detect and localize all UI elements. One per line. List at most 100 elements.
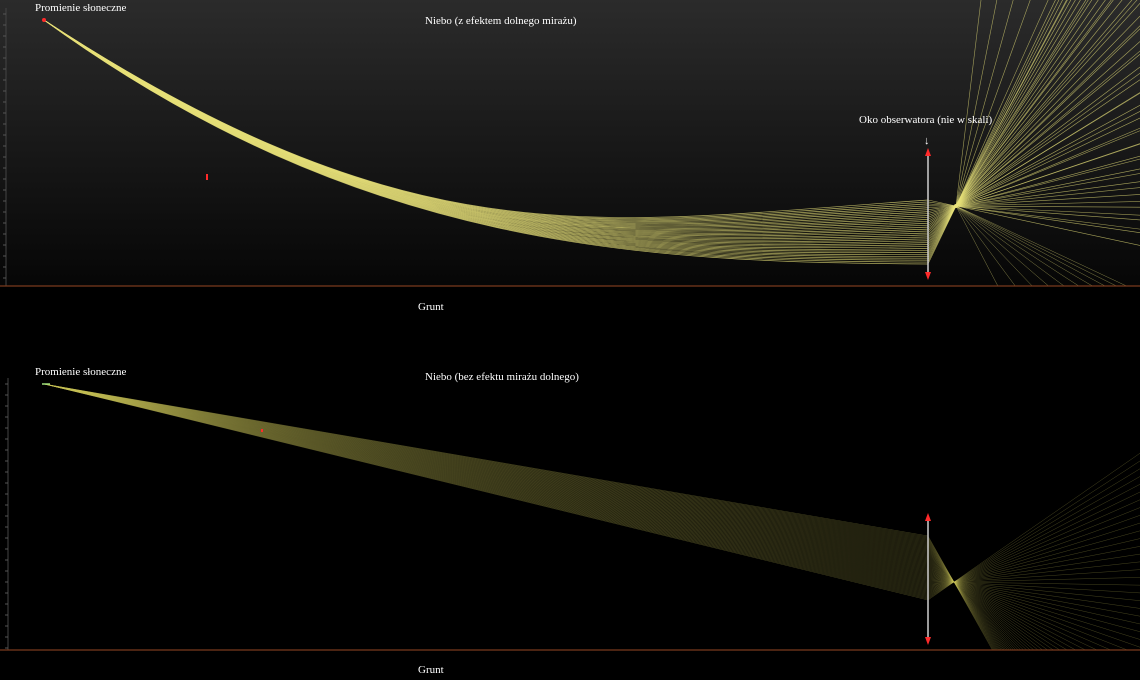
light-ray [43,383,929,550]
light-ray [955,205,1016,287]
light-ray [43,383,929,594]
light-ray [927,515,1140,592]
light-ray [43,383,929,587]
light-ray [927,476,1140,597]
light-ray [927,578,1140,609]
light-ray [43,383,929,557]
light-ray [43,383,929,578]
light-ray [43,383,929,554]
light-ray [927,559,1035,651]
light-ray [927,572,1140,648]
light-ray [927,567,1076,651]
light-ray [927,570,1111,651]
light-ray [927,507,1140,593]
light-ray [43,383,929,584]
sun-marker [42,18,46,22]
light-ray [955,187,1140,207]
light-ray [927,453,1140,601]
light-ray [955,50,1140,207]
light-ray [927,499,1140,594]
light-ray [43,383,929,565]
light-ray [955,0,1089,207]
light-ray [927,576,1140,617]
light-ray [927,553,1140,587]
light-ray [43,383,929,556]
light-ray [43,383,929,552]
light-ray [43,383,929,588]
light-ray [955,205,1140,216]
light-ray [43,383,929,569]
light-ray [43,383,929,540]
light-ray [927,574,1140,632]
light-ray [955,205,1093,287]
light-ray [43,383,929,564]
light-ray [955,173,1140,207]
light-ray [43,383,929,580]
light-ray [927,530,1140,590]
light-ray [955,0,1112,207]
sun-rays-label: Promienie słoneczne [35,366,126,378]
light-ray [43,383,929,586]
observer-arrow: ↓ [924,135,930,147]
light-ray [927,538,1140,589]
light-ray [927,558,1031,651]
light-rays-curved [43,0,1140,287]
light-ray [43,383,929,593]
light-ray [927,468,1140,599]
light-ray [927,569,1140,584]
light-ray [955,205,1140,230]
light-ray [927,546,1140,588]
light-ray [43,383,929,542]
red-marker [261,429,263,432]
light-ray [43,383,929,574]
light-ray [43,383,929,545]
light-ray [43,383,929,560]
light-ray [43,383,929,571]
light-ray [43,383,929,575]
light-ray [955,0,1049,207]
light-ray [43,383,929,548]
light-ray [927,542,999,651]
light-ray [927,573,1140,640]
light-ray [43,383,929,576]
light-ray [927,538,995,651]
light-ray [927,460,1140,600]
light-ray [927,568,1086,651]
sky-label: Niebo (z efektem dolnego mirażu) [425,15,577,27]
light-ray [927,581,1140,586]
light-ray [43,383,929,592]
red-marker [206,174,208,180]
light-ray [955,0,1068,207]
light-ray [43,383,929,583]
light-ray [955,205,1127,287]
light-ray [43,383,929,538]
light-ray [927,566,1068,651]
light-ray [43,383,929,539]
light-ray [927,545,1003,651]
ground-label: Grunt [418,664,444,676]
light-ray [927,557,1027,651]
light-ray [955,72,1140,207]
light-ray [43,383,929,582]
light-ray [955,205,1033,287]
light-ray [43,383,929,599]
light-ray [43,383,929,555]
light-ray [927,560,1039,651]
light-ray [927,548,1008,651]
light-ray [43,383,929,551]
observer-eye [925,148,958,280]
light-ray [927,580,1140,594]
light-ray [43,383,929,579]
light-ray [955,143,1140,207]
light-ray [927,556,1024,651]
light-ray [927,484,1140,596]
panel-with-mirage: Promienie słoneczne Niebo (z efektem dol… [0,0,1140,313]
light-ray [927,569,1098,651]
light-ray [927,554,1019,651]
light-ray [955,205,1117,287]
light-ray [43,383,929,553]
light-ray [955,205,1065,287]
light-rays-straight [43,383,1140,651]
light-ray [927,544,1002,651]
light-ray [43,383,929,581]
